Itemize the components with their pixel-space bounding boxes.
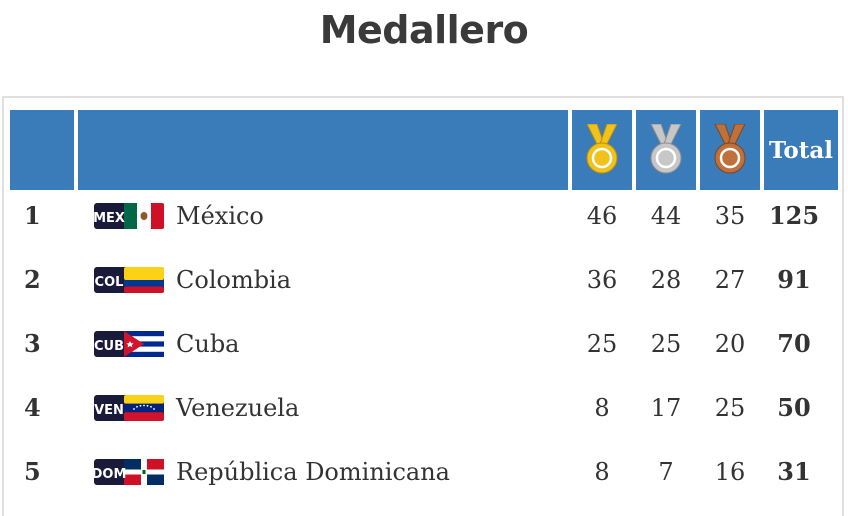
- bronze-medal-icon: [714, 124, 746, 174]
- table-row[interactable]: 2 COL Colombia 36 28 27 91: [0, 260, 848, 324]
- silver-count: 28: [650, 266, 682, 294]
- country-name[interactable]: Colombia: [176, 266, 292, 294]
- gold-count: 8: [594, 458, 610, 486]
- svg-text:DOM: DOM: [94, 467, 126, 482]
- bronze-count: 20: [714, 330, 746, 358]
- svg-text:CUB: CUB: [94, 339, 124, 354]
- header-total-cell[interactable]: Total: [764, 110, 838, 190]
- svg-text:VEN: VEN: [94, 403, 124, 418]
- country-name[interactable]: México: [176, 202, 264, 230]
- dominican-republic-flag-icon: DOM: [94, 459, 164, 485]
- gold-count: 8: [594, 394, 610, 422]
- silver-count: 44: [650, 202, 682, 230]
- colombia-flag-icon: COL: [94, 267, 164, 293]
- page-title: Medallero: [319, 8, 529, 52]
- venezuela-flag-icon: VEN: [94, 395, 164, 421]
- country-name[interactable]: Venezuela: [176, 394, 300, 422]
- silver-count: 7: [658, 458, 674, 486]
- mexico-flag-icon: MEX: [94, 203, 164, 229]
- total-count: 31: [777, 457, 811, 486]
- total-count: 125: [768, 201, 820, 230]
- svg-text:MEX: MEX: [94, 211, 125, 226]
- table-row[interactable]: 1 MEX México 46 44 35 125: [0, 196, 848, 260]
- gold-medal-icon: [586, 124, 618, 174]
- rank-cell: 4: [24, 393, 41, 422]
- header-rank-cell: [10, 110, 74, 190]
- silver-count: 17: [650, 394, 682, 422]
- rank-cell: 5: [24, 457, 41, 486]
- silver-count: 25: [650, 330, 682, 358]
- table-row[interactable]: 4 VEN Venezuela 8 17 25 50: [0, 388, 848, 452]
- country-name[interactable]: República Dominicana: [176, 458, 450, 486]
- rank-cell: 2: [24, 265, 41, 294]
- total-count: 91: [777, 265, 811, 294]
- cuba-flag-icon: CUB: [94, 331, 164, 357]
- gold-count: 36: [586, 266, 618, 294]
- medal-table: [2, 96, 844, 516]
- table-row[interactable]: 3 CUB Cuba 25 25 20 70: [0, 324, 848, 388]
- bronze-count: 27: [714, 266, 746, 294]
- gold-count: 25: [586, 330, 618, 358]
- table-row[interactable]: 5 DOM República Dominicana 8 7 16 31: [0, 452, 848, 516]
- header-country-cell: [78, 110, 568, 190]
- bronze-count: 25: [714, 394, 746, 422]
- rank-cell: 1: [24, 201, 41, 230]
- total-count: 70: [777, 329, 811, 358]
- country-name[interactable]: Cuba: [176, 330, 240, 358]
- total-count: 50: [777, 393, 811, 422]
- bronze-count: 35: [714, 202, 746, 230]
- silver-medal-icon: [650, 124, 682, 174]
- bronze-count: 16: [714, 458, 746, 486]
- rank-cell: 3: [24, 329, 41, 358]
- gold-count: 46: [586, 202, 618, 230]
- svg-text:COL: COL: [95, 275, 124, 290]
